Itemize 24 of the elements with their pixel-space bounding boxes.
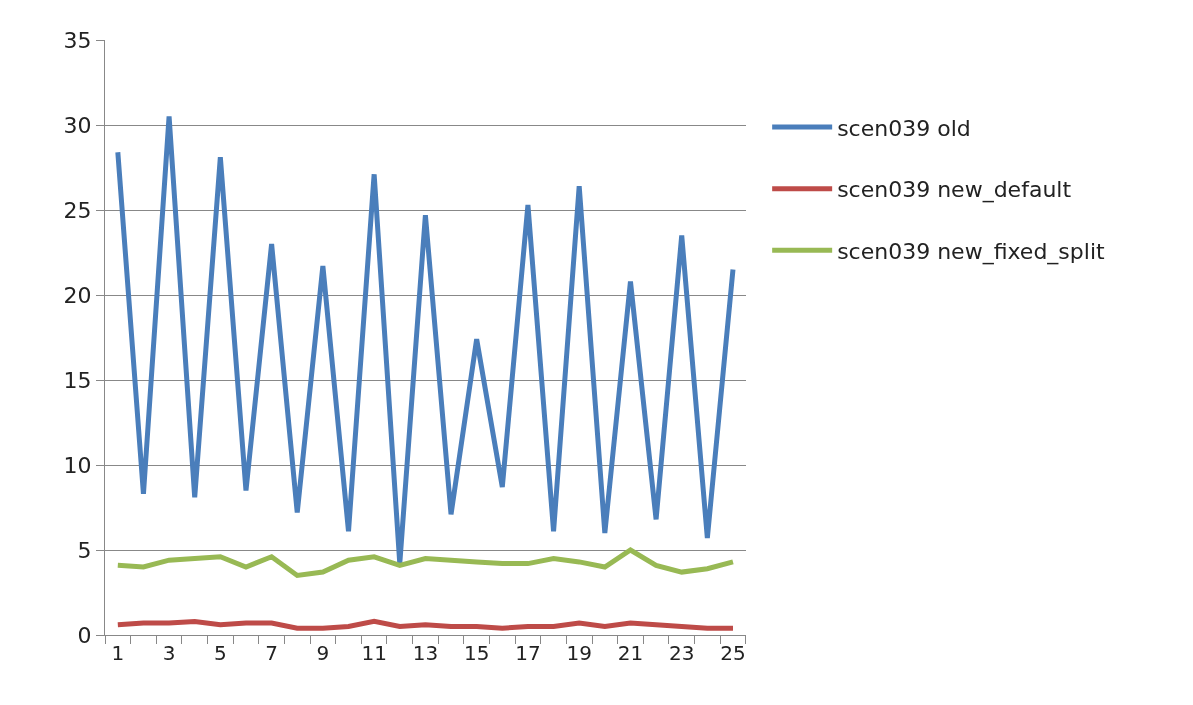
- x-tick-label: 15: [463, 641, 490, 665]
- y-tick-label: 25: [63, 197, 92, 223]
- y-tick-label: 15: [63, 367, 92, 393]
- y-tick-label: 35: [63, 27, 92, 53]
- x-tick-label: 11: [361, 641, 387, 665]
- x-tick-label: 9: [316, 641, 330, 665]
- x-tick-label: 25: [720, 641, 746, 665]
- legend-label: scen039 new_fixed_split: [837, 238, 1105, 265]
- y-tick-label: 20: [63, 282, 92, 308]
- x-tick-label: 21: [617, 641, 644, 665]
- x-tick-label: 17: [515, 641, 541, 665]
- legend-label: scen039 new_default: [837, 177, 1072, 204]
- y-tick-label: 30: [63, 112, 92, 138]
- x-tick-label: 3: [162, 641, 176, 665]
- y-tick-label: 0: [77, 622, 92, 648]
- x-tick-label: 23: [668, 641, 695, 665]
- y-tick-label: 5: [77, 537, 92, 563]
- x-tick-label: 7: [265, 641, 278, 665]
- x-tick-label: 1: [111, 641, 125, 665]
- y-tick-label: 10: [63, 452, 92, 478]
- x-tick-label: 5: [213, 641, 227, 665]
- legend-label: scen039 old: [837, 115, 971, 141]
- x-tick-label: 19: [566, 641, 592, 665]
- x-tick-label: 13: [412, 641, 439, 665]
